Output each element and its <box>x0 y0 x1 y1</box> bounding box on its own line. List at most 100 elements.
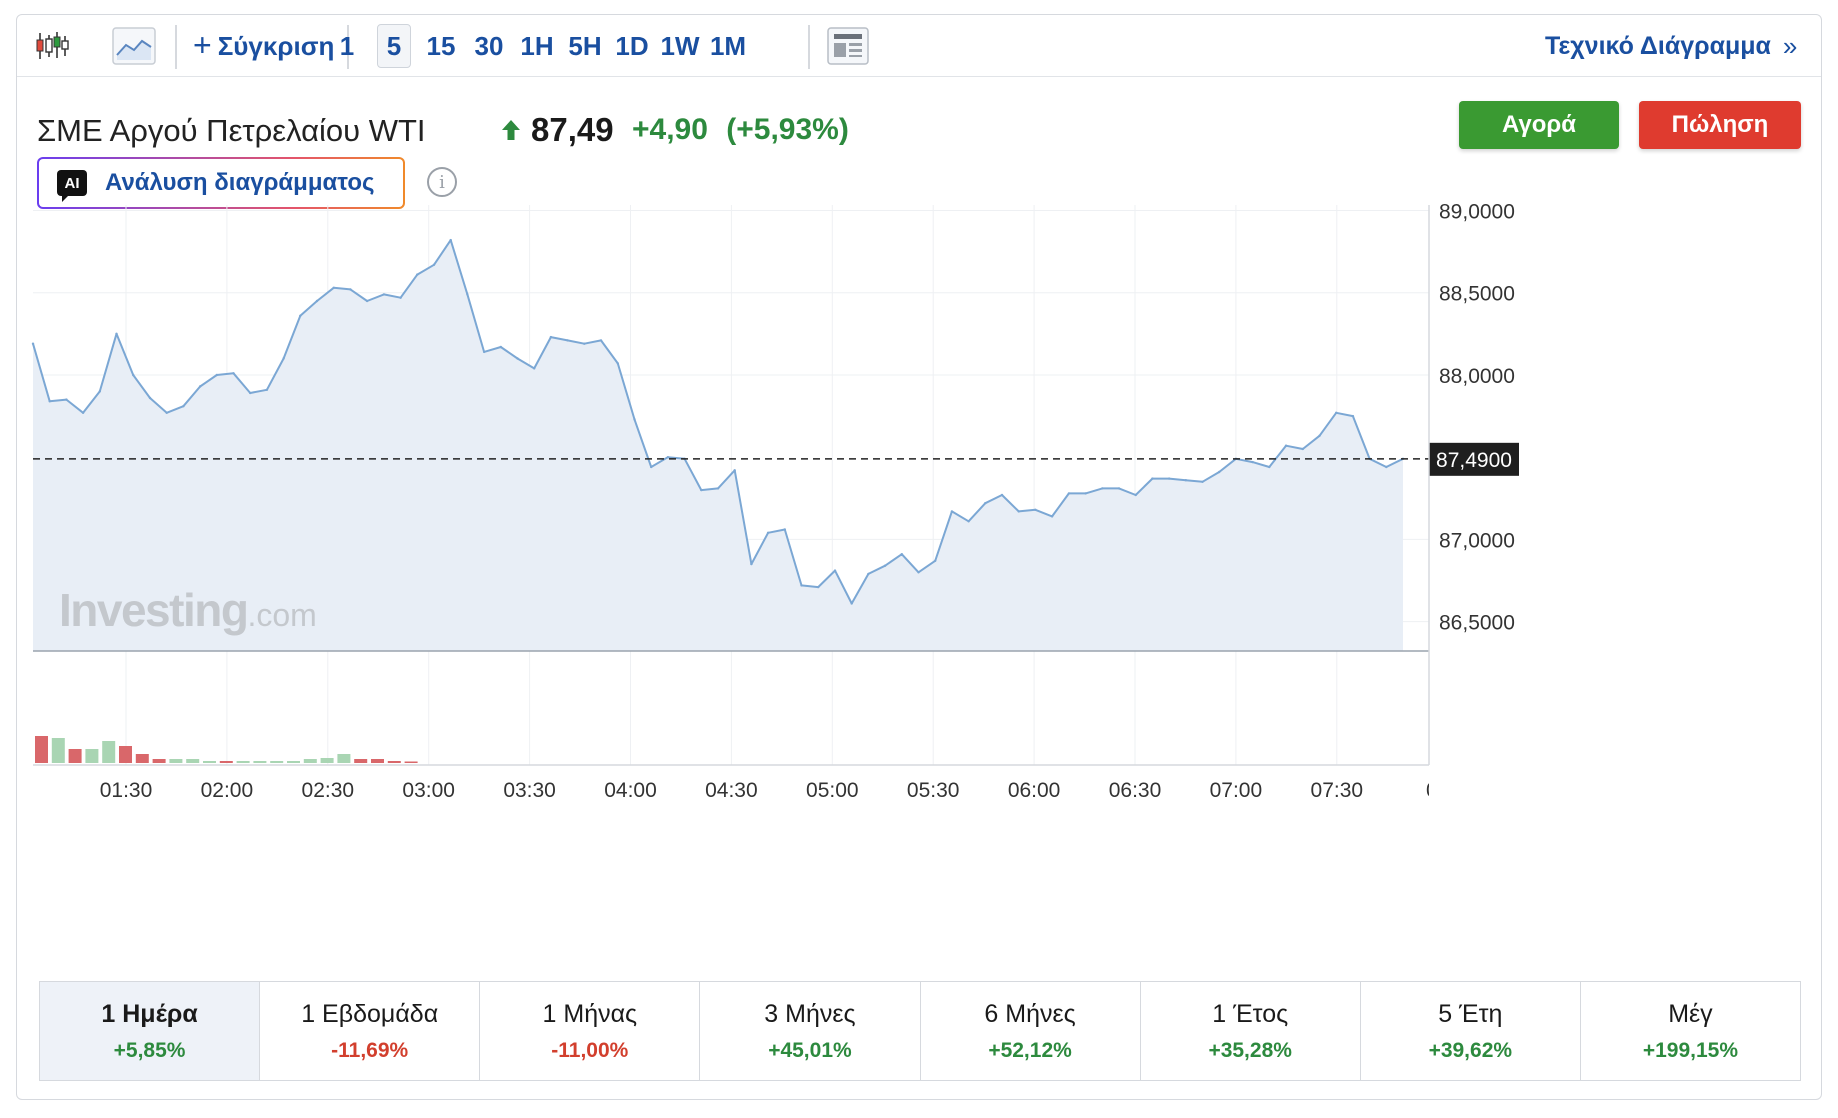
price-point <box>1117 487 1121 490</box>
interval-button-1[interactable]: 1 <box>339 30 355 61</box>
price-point <box>716 487 720 490</box>
ai-icon: AI <box>57 170 87 202</box>
period-cell[interactable]: 1 Μήνας -11,00% <box>480 982 701 1080</box>
candlestick-chart-icon[interactable] <box>31 15 73 77</box>
period-cell[interactable]: 1 Έτος +35,28% <box>1141 982 1361 1080</box>
price-point <box>666 456 670 459</box>
price-chart[interactable]: Investing.com 87,4900 89,0000 88,5000 88,0… <box>17 15 1823 1101</box>
price-point <box>650 465 653 469</box>
technical-chart-label: Τεχνικό Διάγραμμα <box>1545 31 1771 60</box>
price-point <box>499 345 502 349</box>
volume-bar <box>152 759 166 763</box>
current-price-label: 87,4900 <box>1436 449 1512 472</box>
volume-bar <box>404 761 418 763</box>
period-change: +199,15% <box>1642 1038 1739 1062</box>
price-point <box>1034 508 1037 511</box>
price-point <box>1134 493 1137 497</box>
x-tick-label: 06:00 <box>1008 779 1061 802</box>
price-point <box>516 357 519 360</box>
area-chart-icon[interactable] <box>111 15 157 77</box>
period-label: 1 Έτος <box>1212 999 1289 1028</box>
double-chevron-right-icon: » <box>1782 30 1798 61</box>
interval-button-5[interactable]: 5 <box>377 24 411 68</box>
price-point <box>633 418 636 421</box>
x-tick-label: 07:00 <box>1210 779 1263 802</box>
period-cell[interactable]: 5 Έτη +39,62% <box>1361 982 1581 1080</box>
price-point <box>733 469 736 472</box>
price-point <box>850 602 853 605</box>
chart-layout-icon[interactable] <box>825 15 871 77</box>
price-point <box>132 373 135 377</box>
period-cell[interactable]: 3 Μήνες +45,01% <box>700 982 921 1080</box>
price-point <box>299 314 302 317</box>
price-point <box>1017 510 1020 513</box>
price-point <box>449 238 452 242</box>
compare-button[interactable]: + Σύγκριση <box>193 15 334 77</box>
price-point <box>482 350 486 354</box>
price-point <box>332 286 335 289</box>
price-point <box>833 569 837 572</box>
period-change: +45,01% <box>768 1038 852 1062</box>
price-point <box>1251 460 1254 464</box>
chart-widget: + Σύγκριση 1 5 15 30 1H 5H 1D 1W 1M Τεχνικό Διάγ… <box>16 14 1822 1100</box>
price-point <box>165 411 168 414</box>
price-point <box>750 562 753 566</box>
interval-button-1m[interactable]: 1M <box>709 30 747 61</box>
volume-bar <box>219 761 233 763</box>
x-tick-label: 03:30 <box>503 779 556 802</box>
price-point <box>182 405 185 408</box>
current-price-marker <box>1429 442 1519 476</box>
period-label: 1 Ημέρα <box>101 999 198 1028</box>
ai-chart-analysis-button[interactable]: AI Ανάλυση διαγράμματος <box>37 157 405 209</box>
interval-button-30[interactable]: 30 <box>474 30 504 61</box>
price-point <box>783 528 786 531</box>
info-icon[interactable]: i <box>427 167 457 197</box>
price-point <box>98 390 102 393</box>
period-cell[interactable]: 1 Ημέρα +5,85% <box>40 982 261 1080</box>
period-label: 1 Εβδομάδα <box>301 999 439 1028</box>
price-area-fill <box>33 240 1403 651</box>
x-tick-label: 04:30 <box>705 779 758 802</box>
interval-button-5h[interactable]: 5H <box>568 30 602 61</box>
price-point <box>1084 492 1087 495</box>
sell-button[interactable]: Πώληση <box>1639 101 1801 149</box>
technical-chart-link[interactable]: Τεχνικό Διάγραμμα » <box>1545 15 1797 77</box>
price-point <box>1351 414 1355 418</box>
toolbar-divider <box>808 25 810 69</box>
volume-bar <box>270 761 284 763</box>
chart-axes: 89,0000 88,5000 88,0000 87,0000 86,5000 01:30… <box>33 201 1515 802</box>
price-point <box>466 293 469 296</box>
price-point <box>1184 479 1188 482</box>
x-tick-label: 08 <box>1426 779 1449 802</box>
interval-button-1w[interactable]: 1W <box>660 30 700 61</box>
period-cell[interactable]: 1 Εβδομάδα -11,69% <box>260 982 481 1080</box>
watermark-suffix: .com <box>247 597 316 633</box>
price-point <box>1201 480 1204 483</box>
price-point <box>399 296 402 299</box>
price-point <box>81 411 85 414</box>
price-point <box>616 362 619 365</box>
buy-button[interactable]: Αγορά <box>1459 101 1619 149</box>
price-point <box>432 263 436 266</box>
price-point <box>1318 434 1321 437</box>
interval-button-1h[interactable]: 1H <box>520 30 554 61</box>
x-tick-label: 02:00 <box>201 779 254 802</box>
x-tick-label: 04:00 <box>604 779 657 802</box>
current-price-line: 87,4900 <box>33 442 1519 476</box>
watermark-brand: Investing <box>59 584 247 636</box>
volume-bar <box>85 749 99 763</box>
price-point <box>984 502 987 505</box>
period-change: +39,62% <box>1428 1038 1513 1062</box>
price-point <box>599 339 603 342</box>
price-point <box>1050 515 1054 518</box>
y-tick-label: 87,0000 <box>1439 529 1515 552</box>
price-point <box>349 288 352 291</box>
period-cell[interactable]: 6 Μήνες +52,12% <box>921 982 1141 1080</box>
x-tick-label: 06:30 <box>1109 779 1162 802</box>
interval-button-15[interactable]: 15 <box>426 30 456 61</box>
period-cell[interactable]: Μέγ +199,15% <box>1581 982 1800 1080</box>
interval-button-1d[interactable]: 1D <box>615 30 649 61</box>
period-change: +52,12% <box>988 1038 1072 1062</box>
price-point <box>549 335 553 339</box>
period-change: -11,69% <box>331 1038 409 1062</box>
